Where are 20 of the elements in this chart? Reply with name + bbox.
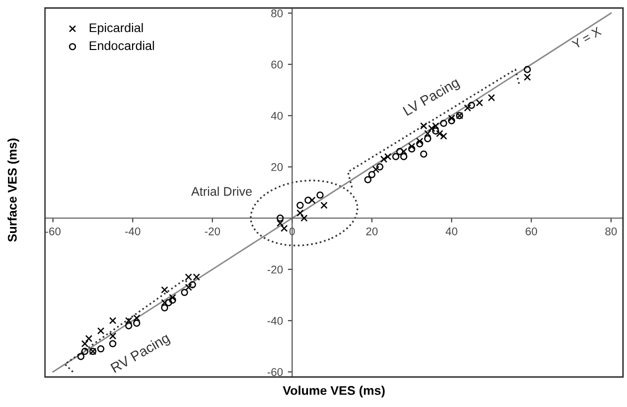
x-tick-label: 40 [446,227,458,236]
y-tick-label: 80 [271,9,283,18]
annotation: Atrial Drive [191,186,252,196]
y-tick-label: -60 [268,368,283,376]
x-tick-label: -40 [125,227,140,236]
y-tick-label: 60 [271,60,283,69]
x-tick-label: -60 [45,227,61,236]
x-tick-label: -20 [204,227,220,236]
y-axis-title: Surface VES (ms) [8,138,20,242]
x-tick-label: 80 [605,227,617,236]
y-tick-label: -20 [268,266,283,274]
annotation: Y = X [571,26,602,50]
legend-label: Endocardial [90,40,154,50]
y-tick-label: -40 [268,316,283,325]
x-tick-label: 20 [366,227,378,236]
legend-label: Epicardial [90,23,143,35]
y-tick-label: 40 [271,112,283,120]
y-tick-label: 20 [271,163,283,172]
x-axis-title: Volume VES (ms) [282,386,385,398]
x-tick-label: 60 [526,227,538,236]
